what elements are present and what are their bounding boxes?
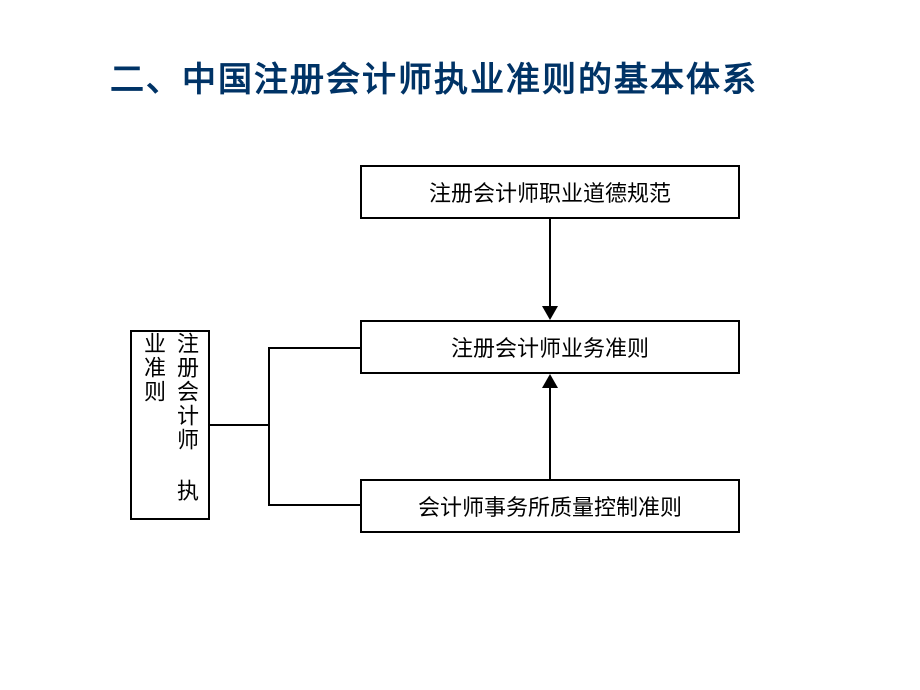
bottom-node: 会计师事务所质量控制准则	[360, 479, 740, 533]
arrow-down-icon	[542, 306, 558, 320]
middle-node: 注册会计师业务准则	[360, 320, 740, 374]
left-node-label: 注册会计师 执业准则	[137, 332, 203, 518]
bracket-to-middle	[268, 347, 360, 349]
bracket-to-bottom	[268, 504, 360, 506]
edge-top-middle	[549, 219, 551, 306]
page-title: 二、中国注册会计师执业准则的基本体系	[110, 52, 758, 101]
left-node: 注册会计师 执业准则	[130, 330, 210, 520]
bracket-vertical	[268, 347, 270, 506]
arrow-up-icon	[542, 374, 558, 388]
top-node: 注册会计师职业道德规范	[360, 165, 740, 219]
edge-bottom-middle	[549, 388, 551, 479]
middle-node-label: 注册会计师业务准则	[451, 331, 649, 363]
top-node-label: 注册会计师职业道德规范	[429, 176, 671, 208]
bracket-stem	[210, 424, 270, 426]
bottom-node-label: 会计师事务所质量控制准则	[418, 490, 682, 522]
